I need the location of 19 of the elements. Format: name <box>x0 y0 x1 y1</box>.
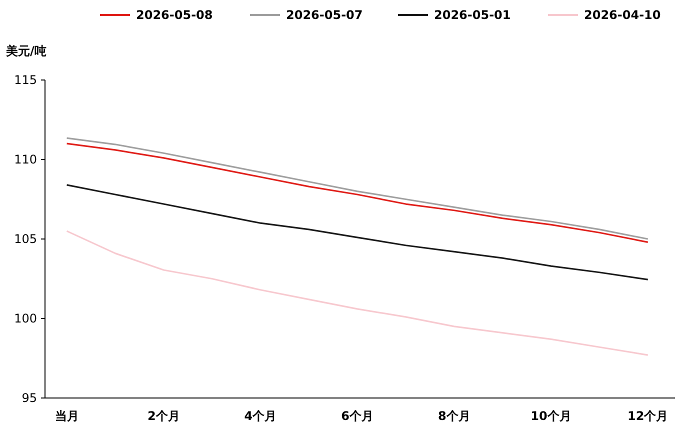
y-tick-label: 105 <box>14 232 37 246</box>
legend-label: 2026-05-08 <box>136 8 213 22</box>
x-tick-label: 2个月 <box>147 409 180 423</box>
x-tick-label: 6个月 <box>341 409 374 423</box>
y-tick-label: 110 <box>14 152 37 166</box>
x-tick-label: 8个月 <box>438 409 470 423</box>
x-tick-label: 10个月 <box>530 409 572 423</box>
legend-label: 2026-05-01 <box>434 8 511 22</box>
y-axis-title: 美元/吨 <box>5 44 46 58</box>
line-series <box>66 184 649 280</box>
y-tick-label: 100 <box>14 312 37 326</box>
x-tick-label: 12个月 <box>628 409 668 423</box>
x-tick-label: 当月 <box>54 409 79 423</box>
x-tick-label: 4个月 <box>244 409 277 423</box>
y-tick-label: 115 <box>14 73 37 87</box>
y-tick-label: 95 <box>22 391 37 405</box>
legend-label: 2026-05-07 <box>286 8 363 22</box>
line-series <box>66 230 649 356</box>
legend-label: 2026-04-10 <box>584 8 661 22</box>
